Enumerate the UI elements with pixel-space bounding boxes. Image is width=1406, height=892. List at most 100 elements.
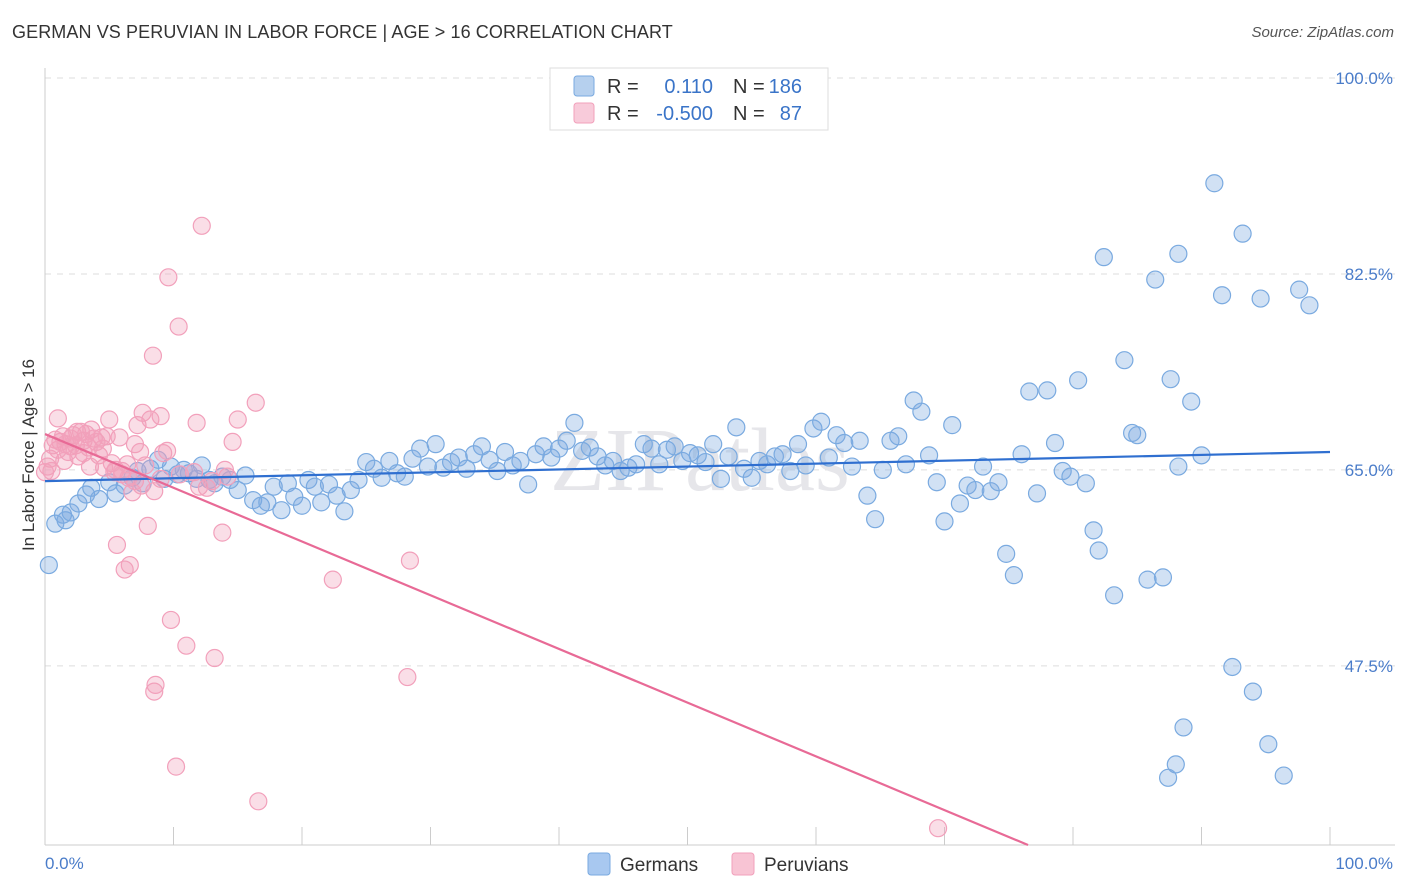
point-germans-72 xyxy=(557,431,576,450)
y-tick-label-2: 82.5% xyxy=(1345,265,1393,284)
point-germans-130 xyxy=(1004,566,1023,585)
x-tick-label-min: 0.0% xyxy=(45,854,84,873)
point-peruvians-65 xyxy=(48,409,67,428)
series-germans xyxy=(39,174,1319,787)
point-peruvians-38 xyxy=(136,456,155,475)
point-peruvians-82 xyxy=(928,819,948,838)
point-germans-123 xyxy=(950,494,970,513)
point-germans-32 xyxy=(258,493,277,512)
point-germans-43 xyxy=(335,502,354,521)
point-peruvians-80 xyxy=(68,422,87,441)
legend-n-label-0: N = xyxy=(733,76,765,98)
point-germans-105 xyxy=(812,412,831,431)
point-peruvians-81 xyxy=(80,457,100,476)
point-peruvians-86 xyxy=(151,407,170,426)
point-peruvians-72 xyxy=(145,482,164,501)
point-peruvians-32 xyxy=(120,555,139,575)
point-germans-93 xyxy=(719,447,738,466)
axes xyxy=(44,68,1395,846)
point-germans-152 xyxy=(1174,718,1193,737)
point-peruvians-53 xyxy=(192,216,211,235)
point-germans-0 xyxy=(39,555,58,575)
point-germans-23 xyxy=(192,456,211,475)
legend-r-value-0: 0.110 xyxy=(664,76,713,98)
point-germans-28 xyxy=(228,480,247,500)
point-germans-91 xyxy=(704,435,723,454)
point-germans-66 xyxy=(511,451,530,471)
point-peruvians-49 xyxy=(169,317,188,336)
point-germans-129 xyxy=(997,544,1016,563)
point-germans-150 xyxy=(1161,370,1180,389)
point-peruvians-64 xyxy=(400,551,420,570)
point-germans-142 xyxy=(1094,248,1113,267)
trend-line-germans xyxy=(44,450,1331,483)
point-germans-102 xyxy=(788,435,808,454)
point-germans-151 xyxy=(1169,457,1188,476)
trend-line-peruvians xyxy=(44,433,1029,847)
point-peruvians-43 xyxy=(146,675,165,694)
point-germans-84 xyxy=(650,455,669,474)
point-germans-67 xyxy=(519,475,538,494)
point-germans-143 xyxy=(1105,586,1124,605)
point-germans-158 xyxy=(1223,657,1242,677)
point-peruvians-85 xyxy=(35,463,55,482)
point-germans-121 xyxy=(935,512,954,531)
grid-lines xyxy=(45,77,1395,667)
point-germans-148 xyxy=(1146,270,1165,289)
point-germans-39 xyxy=(305,477,324,496)
point-germans-134 xyxy=(1038,381,1057,400)
point-peruvians-46 xyxy=(159,268,178,287)
point-peruvians-78 xyxy=(42,461,61,481)
point-germans-44 xyxy=(341,480,360,500)
point-germans-161 xyxy=(1251,289,1270,308)
point-germans-144 xyxy=(1115,351,1134,370)
legend-n-label-1: N = xyxy=(733,103,765,125)
point-germans-92 xyxy=(711,469,731,488)
point-germans-164 xyxy=(1290,280,1309,299)
point-germans-78 xyxy=(603,451,623,471)
point-germans-113 xyxy=(873,460,892,479)
point-peruvians-59 xyxy=(228,410,247,429)
legend-n-value-1: 87 xyxy=(780,103,802,125)
trend-lines xyxy=(44,433,1331,847)
point-germans-96 xyxy=(742,468,761,487)
point-germans-138 xyxy=(1069,371,1088,390)
point-germans-34 xyxy=(272,501,291,520)
point-peruvians-60 xyxy=(246,393,265,412)
point-germans-125 xyxy=(966,480,985,500)
legend-r-label-0: R = xyxy=(607,76,639,98)
point-germans-163 xyxy=(1274,766,1293,785)
point-peruvians-27 xyxy=(107,535,127,555)
bottom-legend-label-0: Germans xyxy=(620,855,698,876)
point-germans-46 xyxy=(357,452,376,472)
chart-title: GERMAN VS PERUVIAN IN LABOR FORCE | AGE … xyxy=(12,22,673,42)
point-peruvians-56 xyxy=(213,523,232,542)
point-germans-89 xyxy=(688,446,707,465)
point-germans-116 xyxy=(896,455,916,474)
point-peruvians-33 xyxy=(123,483,142,502)
point-germans-8 xyxy=(89,489,109,509)
point-germans-122 xyxy=(943,416,962,435)
point-germans-159 xyxy=(1233,224,1252,243)
legend-r-value-1: -0.500 xyxy=(656,103,713,125)
point-germans-137 xyxy=(1061,467,1080,486)
point-peruvians-58 xyxy=(223,432,242,452)
point-germans-55 xyxy=(426,435,445,454)
legend-box xyxy=(549,67,829,131)
point-peruvians-74 xyxy=(170,465,190,484)
point-germans-64 xyxy=(495,442,515,462)
point-germans-48 xyxy=(372,468,391,487)
point-germans-107 xyxy=(827,426,846,445)
point-peruvians-50 xyxy=(177,636,196,655)
point-germans-128 xyxy=(989,473,1008,492)
y-tick-label-0: 47.5% xyxy=(1345,657,1393,676)
legend: R = 0.110 N = 186 R = -0.500 N = 87 xyxy=(549,67,829,131)
point-germans-120 xyxy=(927,473,946,492)
point-germans-71 xyxy=(549,439,569,458)
watermark: ZIPatlas xyxy=(550,411,850,510)
point-germans-156 xyxy=(1205,174,1224,193)
point-germans-147 xyxy=(1138,570,1157,589)
point-peruvians-48 xyxy=(166,757,186,776)
point-germans-83 xyxy=(642,439,661,458)
